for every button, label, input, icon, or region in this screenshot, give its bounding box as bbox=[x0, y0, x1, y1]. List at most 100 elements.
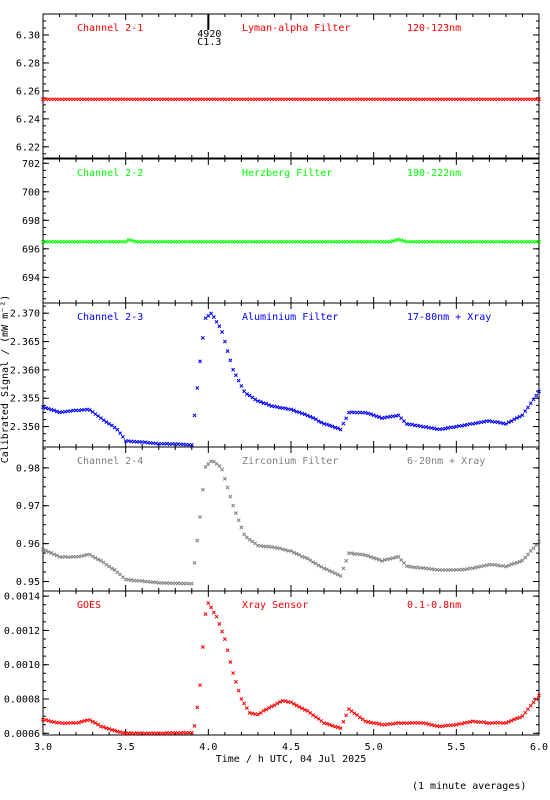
data-point bbox=[79, 719, 84, 724]
data-point bbox=[391, 556, 395, 560]
data-point bbox=[233, 679, 238, 684]
data-point bbox=[424, 721, 428, 726]
data-point bbox=[280, 547, 285, 552]
channel-label: Channel 2-3 bbox=[77, 312, 143, 323]
data-point bbox=[537, 539, 541, 544]
averaging-footnote: (1 minute averages) bbox=[412, 781, 527, 792]
data-point bbox=[344, 558, 349, 563]
data-point bbox=[465, 422, 470, 427]
channel-label: GOES bbox=[77, 600, 101, 611]
data-point bbox=[283, 699, 288, 704]
data-point bbox=[49, 407, 54, 412]
data-point bbox=[341, 719, 346, 724]
data-point bbox=[109, 566, 114, 571]
data-point bbox=[220, 467, 225, 472]
data-point bbox=[366, 411, 371, 416]
data-point bbox=[291, 550, 296, 555]
data-point bbox=[192, 724, 197, 728]
data-point bbox=[126, 438, 131, 443]
data-point bbox=[418, 424, 423, 429]
data-point bbox=[327, 423, 332, 428]
data-point bbox=[385, 415, 390, 420]
data-point bbox=[443, 426, 448, 431]
data-point bbox=[275, 701, 280, 706]
data-point bbox=[239, 525, 244, 530]
data-point bbox=[96, 557, 101, 562]
data-point bbox=[333, 425, 338, 430]
data-point bbox=[338, 573, 343, 578]
y-tick-label: 6.26 bbox=[16, 86, 40, 97]
data-point bbox=[87, 552, 92, 557]
channel-label: Channel 2-4 bbox=[77, 456, 143, 467]
y-tick-label: 0.98 bbox=[16, 463, 40, 474]
data-point bbox=[76, 408, 81, 413]
data-point bbox=[311, 713, 315, 718]
data-point bbox=[247, 393, 252, 398]
data-point bbox=[311, 560, 315, 565]
data-point bbox=[501, 421, 506, 426]
data-point bbox=[247, 537, 252, 542]
data-point bbox=[363, 410, 368, 415]
data-point bbox=[512, 417, 517, 422]
y-tick-label: 2.350 bbox=[10, 422, 40, 433]
data-series bbox=[41, 97, 541, 102]
data-point bbox=[269, 545, 274, 549]
data-point bbox=[120, 434, 125, 439]
data-point bbox=[244, 706, 249, 710]
data-point bbox=[198, 359, 203, 364]
data-series bbox=[41, 601, 541, 736]
data-point bbox=[46, 550, 51, 554]
data-point bbox=[289, 407, 293, 412]
data-point bbox=[231, 671, 236, 676]
y-tick-label: 694 bbox=[22, 273, 40, 284]
data-point bbox=[236, 518, 241, 523]
y-tick-label: 6.30 bbox=[16, 30, 40, 41]
y-tick-label: 0.0012 bbox=[4, 626, 40, 637]
data-point bbox=[537, 389, 541, 394]
data-point bbox=[222, 339, 227, 344]
data-point bbox=[399, 238, 404, 243]
data-point bbox=[313, 417, 318, 422]
data-point bbox=[52, 408, 56, 413]
data-point bbox=[503, 564, 508, 569]
data-point bbox=[112, 728, 117, 733]
y-tick-label: 696 bbox=[22, 244, 40, 255]
data-point bbox=[267, 403, 271, 407]
data-point bbox=[324, 422, 329, 427]
data-point bbox=[165, 441, 169, 446]
data-point bbox=[415, 423, 420, 428]
data-point bbox=[528, 549, 533, 553]
data-point bbox=[374, 721, 379, 726]
data-point bbox=[327, 568, 332, 573]
y-tick-label: 2.360 bbox=[10, 365, 40, 376]
data-point bbox=[289, 700, 293, 705]
data-point bbox=[90, 719, 95, 724]
data-point bbox=[87, 408, 92, 412]
data-point bbox=[41, 547, 45, 552]
data-point bbox=[377, 721, 382, 726]
data-point bbox=[479, 564, 484, 569]
data-point bbox=[297, 704, 302, 709]
data-point bbox=[302, 412, 307, 417]
data-point bbox=[93, 555, 98, 560]
data-point bbox=[393, 238, 398, 243]
data-point bbox=[52, 720, 56, 725]
data-point bbox=[278, 699, 282, 704]
y-tick-label: 0.97 bbox=[16, 501, 40, 512]
data-point bbox=[424, 424, 428, 429]
data-point bbox=[399, 416, 404, 421]
data-point bbox=[526, 552, 530, 557]
data-point bbox=[327, 722, 332, 727]
data-point bbox=[222, 637, 227, 642]
data-point bbox=[509, 718, 514, 723]
data-point bbox=[319, 564, 324, 569]
data-point bbox=[294, 551, 299, 556]
data-point bbox=[468, 719, 473, 724]
data-point bbox=[338, 427, 343, 432]
data-point bbox=[222, 476, 227, 481]
x-tick-label: 6.0 bbox=[530, 742, 548, 753]
data-point bbox=[368, 412, 373, 417]
data-series bbox=[41, 459, 541, 586]
data-point bbox=[261, 708, 266, 713]
data-point bbox=[206, 601, 211, 605]
